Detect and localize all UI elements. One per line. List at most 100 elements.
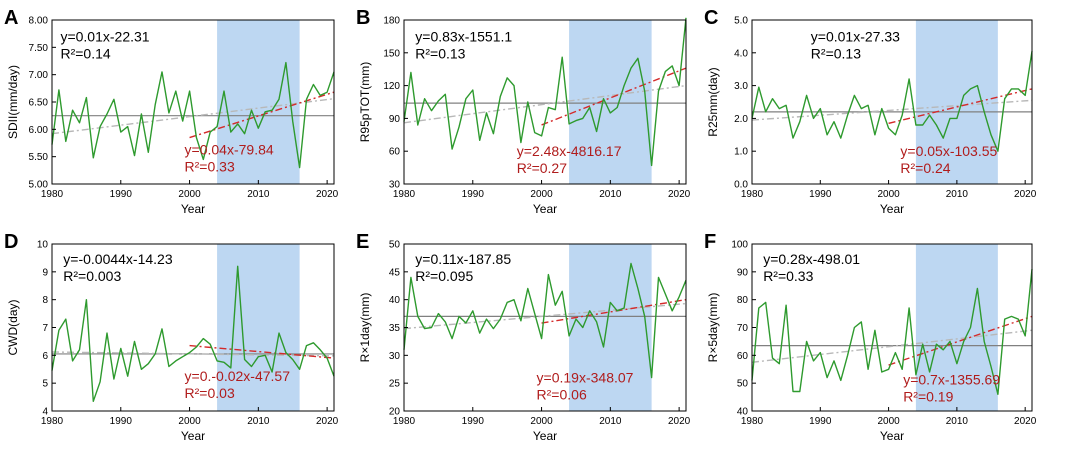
trend-line-full — [403, 302, 687, 330]
panel-a: 1980 1990 2000 2010 2020 5.00 5.50 6.00 6.50 7.00… — [4, 7, 339, 216]
series-line — [751, 51, 1033, 152]
x-tick-label: 2020 — [668, 189, 691, 200]
r-squared-full: R²=0.13 — [415, 45, 465, 61]
trend-line-full — [403, 84, 687, 124]
y-tick-label: 90 — [389, 114, 401, 125]
x-tick-label: 1990 — [809, 189, 832, 200]
shaded-period — [915, 244, 998, 411]
y-tick-label: 150 — [383, 48, 400, 59]
y-tick-label: 6 — [42, 351, 48, 362]
x-tick-label: 2020 — [668, 416, 691, 427]
x-tick-label: 1990 — [462, 189, 485, 200]
equation-sub: y=0.04x-79.84 — [185, 141, 274, 157]
y-tick-label: 20 — [389, 407, 401, 418]
x-tick-label: 1980 — [41, 416, 64, 427]
y-tick-label: 4.0 — [734, 48, 748, 59]
y-tick-label: 45 — [389, 267, 401, 278]
x-tick-label: 1980 — [393, 416, 416, 427]
y-tick-label: 120 — [383, 81, 400, 92]
y-tick-label: 60 — [737, 351, 749, 362]
y-tick-label: 1.0 — [734, 147, 748, 158]
equation-sub: y=0.7x-1355.69 — [903, 371, 1000, 387]
y-tick-label: 50 — [737, 379, 749, 390]
y-tick-label: 5.00 — [29, 180, 49, 191]
shaded-period — [915, 20, 998, 184]
y-tick-label: 7 — [42, 323, 48, 334]
y-tick-label: 40 — [737, 407, 749, 418]
series-line — [403, 17, 687, 167]
y-tick-label: 7.00 — [29, 70, 49, 81]
series-line — [751, 269, 1033, 395]
equation-sub: y=0.19x-348.07 — [537, 370, 634, 386]
x-tick-label: 2020 — [1014, 189, 1037, 200]
y-tick-label: 9 — [42, 267, 48, 278]
x-axis-label: Year — [533, 429, 557, 443]
series-line — [51, 265, 335, 402]
shaded-period — [217, 244, 300, 411]
panel-letter: D — [4, 231, 18, 253]
panel-e: 1980 1990 2000 2010 202020253035404550YearR×… — [356, 231, 691, 443]
r-squared-full: R²=0.003 — [63, 268, 121, 284]
plot-frame — [751, 19, 1033, 185]
y-tick-label: 6.00 — [29, 125, 49, 136]
shaded-period — [569, 20, 652, 184]
y-tick-label: 0.0 — [734, 180, 748, 191]
equation-full: y=0.01x-27.33 — [811, 28, 900, 44]
x-tick-label: 2010 — [599, 189, 622, 200]
equation-sub: y=0.-0.02x-47.57 — [185, 368, 291, 384]
equation-full: y=0.28x-498.01 — [763, 251, 860, 267]
panel-letter: A — [4, 7, 18, 29]
equation-full: y=0.01x-22.31 — [60, 28, 149, 44]
series-line — [403, 262, 687, 379]
r-squared-sub: R²=0.19 — [903, 388, 953, 404]
y-tick-label: 4 — [42, 407, 48, 418]
y-tick-label: 5.50 — [29, 152, 49, 163]
y-tick-label: 6.50 — [29, 98, 49, 109]
y-axis-label: CWD(day) — [6, 299, 20, 355]
equation-full: y=-0.0044x-14.23 — [63, 251, 173, 267]
trend-line-sub — [888, 315, 1033, 366]
x-tick-label: 1990 — [462, 416, 485, 427]
y-tick-label: 3.0 — [734, 81, 748, 92]
r-squared-full: R²=0.13 — [811, 45, 861, 61]
y-axis-label: R25mm(day) — [706, 67, 720, 136]
y-tick-label: 40 — [389, 295, 401, 306]
x-tick-label: 1990 — [809, 416, 832, 427]
y-tick-label: 10 — [37, 240, 49, 251]
panel-d: 1980 1990 2000 2010 2020 4 5 6 7 8 9 10 Year CWD(day)… — [4, 231, 339, 443]
y-tick-label: 8.00 — [29, 16, 49, 27]
r-squared-full: R²=0.095 — [415, 268, 473, 284]
y-tick-label: 90 — [737, 267, 749, 278]
r-squared-full: R²=0.33 — [763, 268, 813, 284]
shaded-period — [217, 20, 300, 184]
panel-letter: E — [356, 231, 369, 253]
x-tick-label: 1990 — [110, 189, 133, 200]
trend-line-full — [751, 99, 1033, 121]
y-axis-label: SDII(mm/day) — [6, 65, 20, 139]
equation-sub: y=0.05x-103.55 — [900, 143, 997, 159]
r-squared-sub: R²=0.33 — [185, 158, 235, 174]
equation-full: y=0.83x-1551.1 — [415, 28, 512, 44]
y-tick-label: 8 — [42, 295, 48, 306]
x-tick-label: 1990 — [110, 416, 133, 427]
x-tick-label: 1980 — [741, 416, 764, 427]
x-tick-label: 1980 — [393, 189, 416, 200]
r-squared-sub: R²=0.27 — [517, 160, 567, 176]
equation-sub: y=2.48x-4816.17 — [517, 143, 622, 159]
y-tick-label: 80 — [737, 295, 749, 306]
y-axis-label: R×5day(mm) — [706, 293, 720, 363]
x-tick-label: 2000 — [530, 416, 553, 427]
x-tick-label: 2020 — [1014, 416, 1037, 427]
x-tick-label: 2000 — [178, 189, 201, 200]
y-tick-label: 25 — [389, 379, 401, 390]
y-tick-label: 7.50 — [29, 43, 49, 54]
trend-line-full — [751, 329, 1033, 363]
r-squared-sub: R²=0.03 — [185, 385, 235, 401]
trend-line-sub — [541, 67, 687, 126]
plot-frame — [403, 19, 687, 185]
x-axis-label: Year — [181, 202, 205, 216]
trend-line-sub — [189, 344, 335, 359]
y-tick-label: 100 — [731, 240, 748, 251]
x-tick-label: 2010 — [247, 416, 270, 427]
